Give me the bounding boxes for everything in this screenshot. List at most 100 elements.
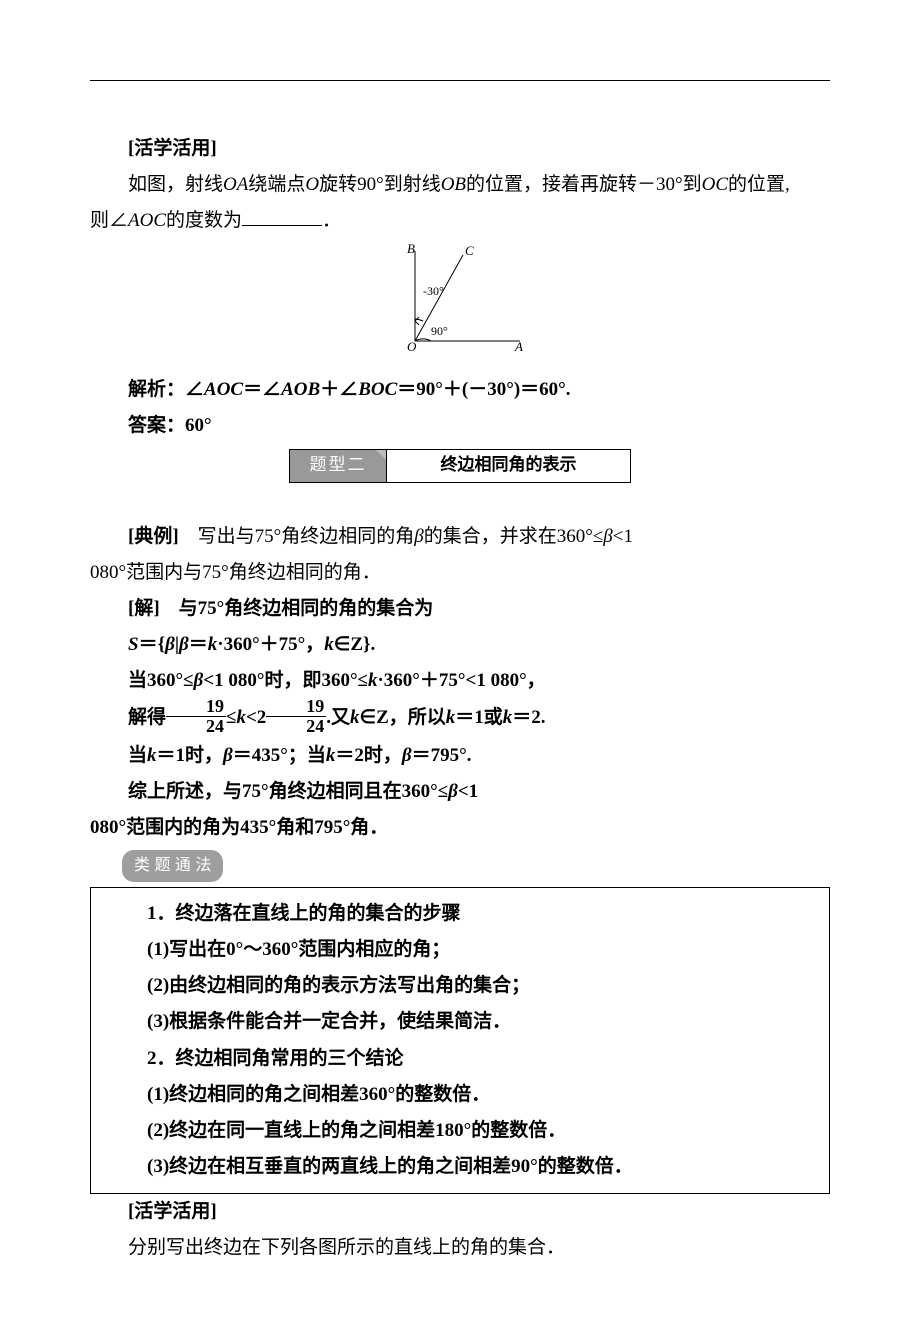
var-AOC: AOC	[128, 210, 166, 231]
text: 解得	[128, 707, 166, 728]
text: 的位置，接着再旋转－30°到	[466, 174, 702, 195]
apply-heading-1: [活学活用]	[90, 131, 830, 167]
method-badge: 类 题 通 法	[122, 850, 223, 882]
var: AOC	[204, 379, 243, 400]
label-O: O	[407, 339, 417, 353]
analysis-label: 解析：	[128, 379, 185, 400]
var: AOB	[281, 379, 320, 400]
text: ∠	[185, 379, 204, 400]
text: 旋转90°到射线	[319, 174, 441, 195]
fraction-1: 1924	[166, 697, 226, 736]
var-k: k	[208, 634, 218, 655]
text: ＝2.	[512, 707, 545, 728]
var-OB: OB	[441, 174, 466, 195]
den: 24	[166, 717, 226, 736]
sol-line-5: 当k＝1时，β＝435°；当k＝2时，β＝795°.	[90, 738, 830, 774]
angle-diagram: B C O A -30° 90°	[90, 243, 830, 366]
section-number: 题型二	[290, 450, 387, 482]
var-k: k	[326, 745, 336, 766]
analysis-line: 解析：∠AOC＝∠AOB＋∠BOC＝90°＋(－30°)＝60°.	[90, 372, 830, 408]
example-label: [典例]	[128, 526, 198, 547]
text: ∈Z}.	[334, 634, 375, 655]
summary-p3: (3)根据条件能合并一定合并，使结果简洁．	[109, 1004, 811, 1040]
summary-p5: (2)终边在同一直线上的角之间相差180°的整数倍．	[109, 1113, 811, 1149]
label-C: C	[465, 243, 474, 258]
sol-line-3: 当360°≤β<1 080°时，即360°≤k·360°＋75°<1 080°，	[90, 663, 830, 699]
text: ＝435°；当	[233, 745, 326, 766]
text: 写出与75°角终边相同的角	[198, 526, 415, 547]
den: 24	[266, 717, 326, 736]
var-k: k	[446, 707, 456, 728]
text: ＝90°＋(－30°)＝60°.	[397, 379, 570, 400]
summary-box: 1．终边落在直线上的角的集合的步骤 (1)写出在0°～360°范围内相应的角； …	[90, 887, 830, 1194]
var-beta: β	[603, 526, 612, 547]
text: 综上所述，与75°角终边相同且在360°≤	[128, 781, 448, 802]
text: 的集合，并求在360°≤	[424, 526, 604, 547]
section-title-box: 题型二 终边相同角的表示	[289, 449, 631, 483]
text: ＝2时，	[335, 745, 402, 766]
var-OC: OC	[702, 174, 728, 195]
text: .又	[326, 707, 350, 728]
text: <1	[613, 526, 633, 547]
answer-value: 60°	[185, 415, 212, 436]
summary-h1: 1．终边落在直线上的角的集合的步骤	[109, 896, 811, 932]
text: <2	[246, 707, 266, 728]
question-line-1: 如图，射线OA绕端点O旋转90°到射线OB的位置，接着再旋转－30°到OC的位置…	[90, 167, 830, 203]
example-line-1: [典例] 写出与75°角终边相同的角β的集合，并求在360°≤β<1	[90, 519, 830, 555]
label-B: B	[407, 243, 415, 256]
label-A: A	[514, 339, 523, 353]
fraction-2: 1924	[266, 697, 326, 736]
text: 当360°≤	[128, 670, 194, 691]
sol-line-2: S＝{β|β＝k·360°＋75°，k∈Z}.	[90, 627, 830, 663]
num: 19	[266, 697, 326, 717]
answer-label: 答案：	[128, 415, 185, 436]
sol-line-4: 解得1924≤k<21924.又k∈Z，所以k＝1或k＝2.	[90, 699, 830, 738]
page: [活学活用] 如图，射线OA绕端点O旋转90°到射线OB的位置，接着再旋转－30…	[0, 0, 920, 1326]
sol-line-6: 综上所述，与75°角终边相同且在360°≤β<1	[90, 774, 830, 810]
text: ＋∠	[320, 379, 358, 400]
var: β	[223, 745, 233, 766]
summary-p1: (1)写出在0°～360°范围内相应的角；	[109, 932, 811, 968]
var-k: k	[503, 707, 513, 728]
var-S: S	[128, 634, 139, 655]
sol-label: [解]	[128, 598, 179, 619]
label-90: 90°	[431, 324, 448, 338]
var-k: k	[236, 707, 246, 728]
summary-p2: (2)由终边相同的角的表示方法写出角的集合；	[109, 968, 811, 1004]
footer-line: 分别写出终边在下列各图所示的直线上的角的集合．	[90, 1230, 830, 1266]
answer-line: 答案：60°	[90, 408, 830, 444]
var-beta: β	[414, 526, 423, 547]
var-k: k	[350, 707, 360, 728]
var: β	[402, 745, 412, 766]
var: β	[165, 634, 175, 655]
var-O: O	[305, 174, 319, 195]
text: 的位置,	[728, 174, 790, 195]
summary-p6: (3)终边在相互垂直的两直线上的角之间相差90°的整数倍．	[109, 1149, 811, 1185]
text: <1 080°时，即360°≤	[203, 670, 368, 691]
text: ≤	[226, 707, 236, 728]
summary-p4: (1)终边相同的角之间相差360°的整数倍．	[109, 1077, 811, 1113]
apply-heading-2: [活学活用]	[90, 1194, 830, 1230]
num: 19	[166, 697, 226, 717]
var-k: k	[147, 745, 157, 766]
var: β	[179, 634, 189, 655]
text: 如图，射线	[128, 174, 223, 195]
text: ＝1或	[455, 707, 503, 728]
var: β	[448, 781, 458, 802]
text: ．	[322, 210, 341, 231]
text: 则∠	[90, 210, 128, 231]
text: 的度数为	[166, 210, 242, 231]
text: ＝{	[139, 634, 166, 655]
text: <1	[458, 781, 478, 802]
sol-line-7: 080°范围内的角为435°角和795°角．	[90, 810, 830, 846]
section-title: 终边相同角的表示	[387, 450, 630, 482]
answer-blank	[242, 206, 322, 226]
text: ∈Z，所以	[360, 707, 446, 728]
var-OA: OA	[223, 174, 248, 195]
question-line-2: 则∠AOC的度数为 ．	[90, 203, 830, 239]
var-k: k	[324, 634, 334, 655]
text: ＝1时，	[157, 745, 224, 766]
text: ·360°＋75°，	[217, 634, 324, 655]
sol-line-1: [解] 与75°角终边相同的角的集合为	[90, 591, 830, 627]
var: BOC	[358, 379, 397, 400]
